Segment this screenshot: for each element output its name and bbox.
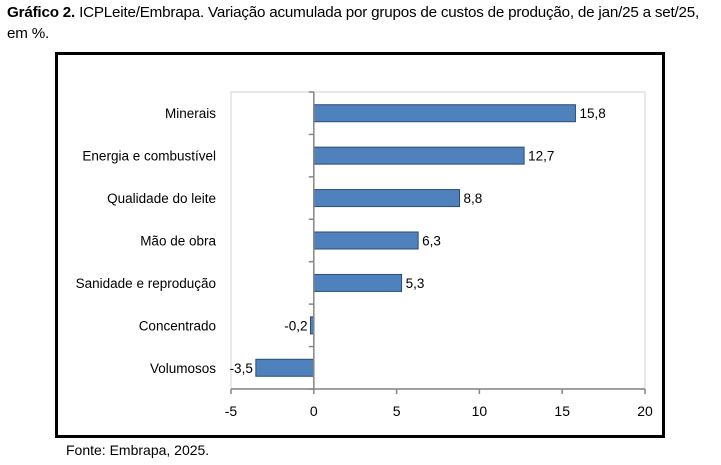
x-tick-label: 0 <box>310 403 318 419</box>
data-label: 5,3 <box>406 276 425 291</box>
bar <box>255 358 315 377</box>
bar <box>313 231 419 250</box>
category-label: Concentrado <box>139 318 216 333</box>
category-label: Volumosos <box>150 361 216 376</box>
category-label: Qualidade do leite <box>107 191 216 206</box>
x-tick-label: 15 <box>554 403 570 419</box>
bar <box>313 189 461 208</box>
chart-caption: Gráfico 2. ICPLeite/Embrapa. Variação ac… <box>7 2 719 44</box>
source-note: Fonte: Embrapa, 2025. <box>66 442 210 458</box>
x-tick-label: 5 <box>393 403 401 419</box>
caption-text: ICPLeite/Embrapa. Variação acumulada por… <box>7 4 700 42</box>
data-label: 15,8 <box>579 106 605 121</box>
x-tick-label: 10 <box>472 403 488 419</box>
bar <box>313 146 525 165</box>
data-label: -3,5 <box>230 361 253 376</box>
category-label: Sanidade e reprodução <box>76 276 216 291</box>
bar <box>313 104 576 123</box>
category-label: Minerais <box>165 106 216 121</box>
data-label: -0,2 <box>284 318 307 333</box>
category-label: Mão de obra <box>140 234 216 249</box>
category-label: Energia e combustível <box>82 149 216 164</box>
data-label: 12,7 <box>528 149 554 164</box>
data-label: 6,3 <box>422 234 441 249</box>
x-tick-label: -5 <box>225 403 238 419</box>
caption-label: Gráfico 2. <box>7 4 76 21</box>
plot-area <box>230 91 646 390</box>
bar <box>313 273 403 292</box>
data-label: 8,8 <box>464 191 483 206</box>
x-tick-label: 20 <box>637 403 653 419</box>
